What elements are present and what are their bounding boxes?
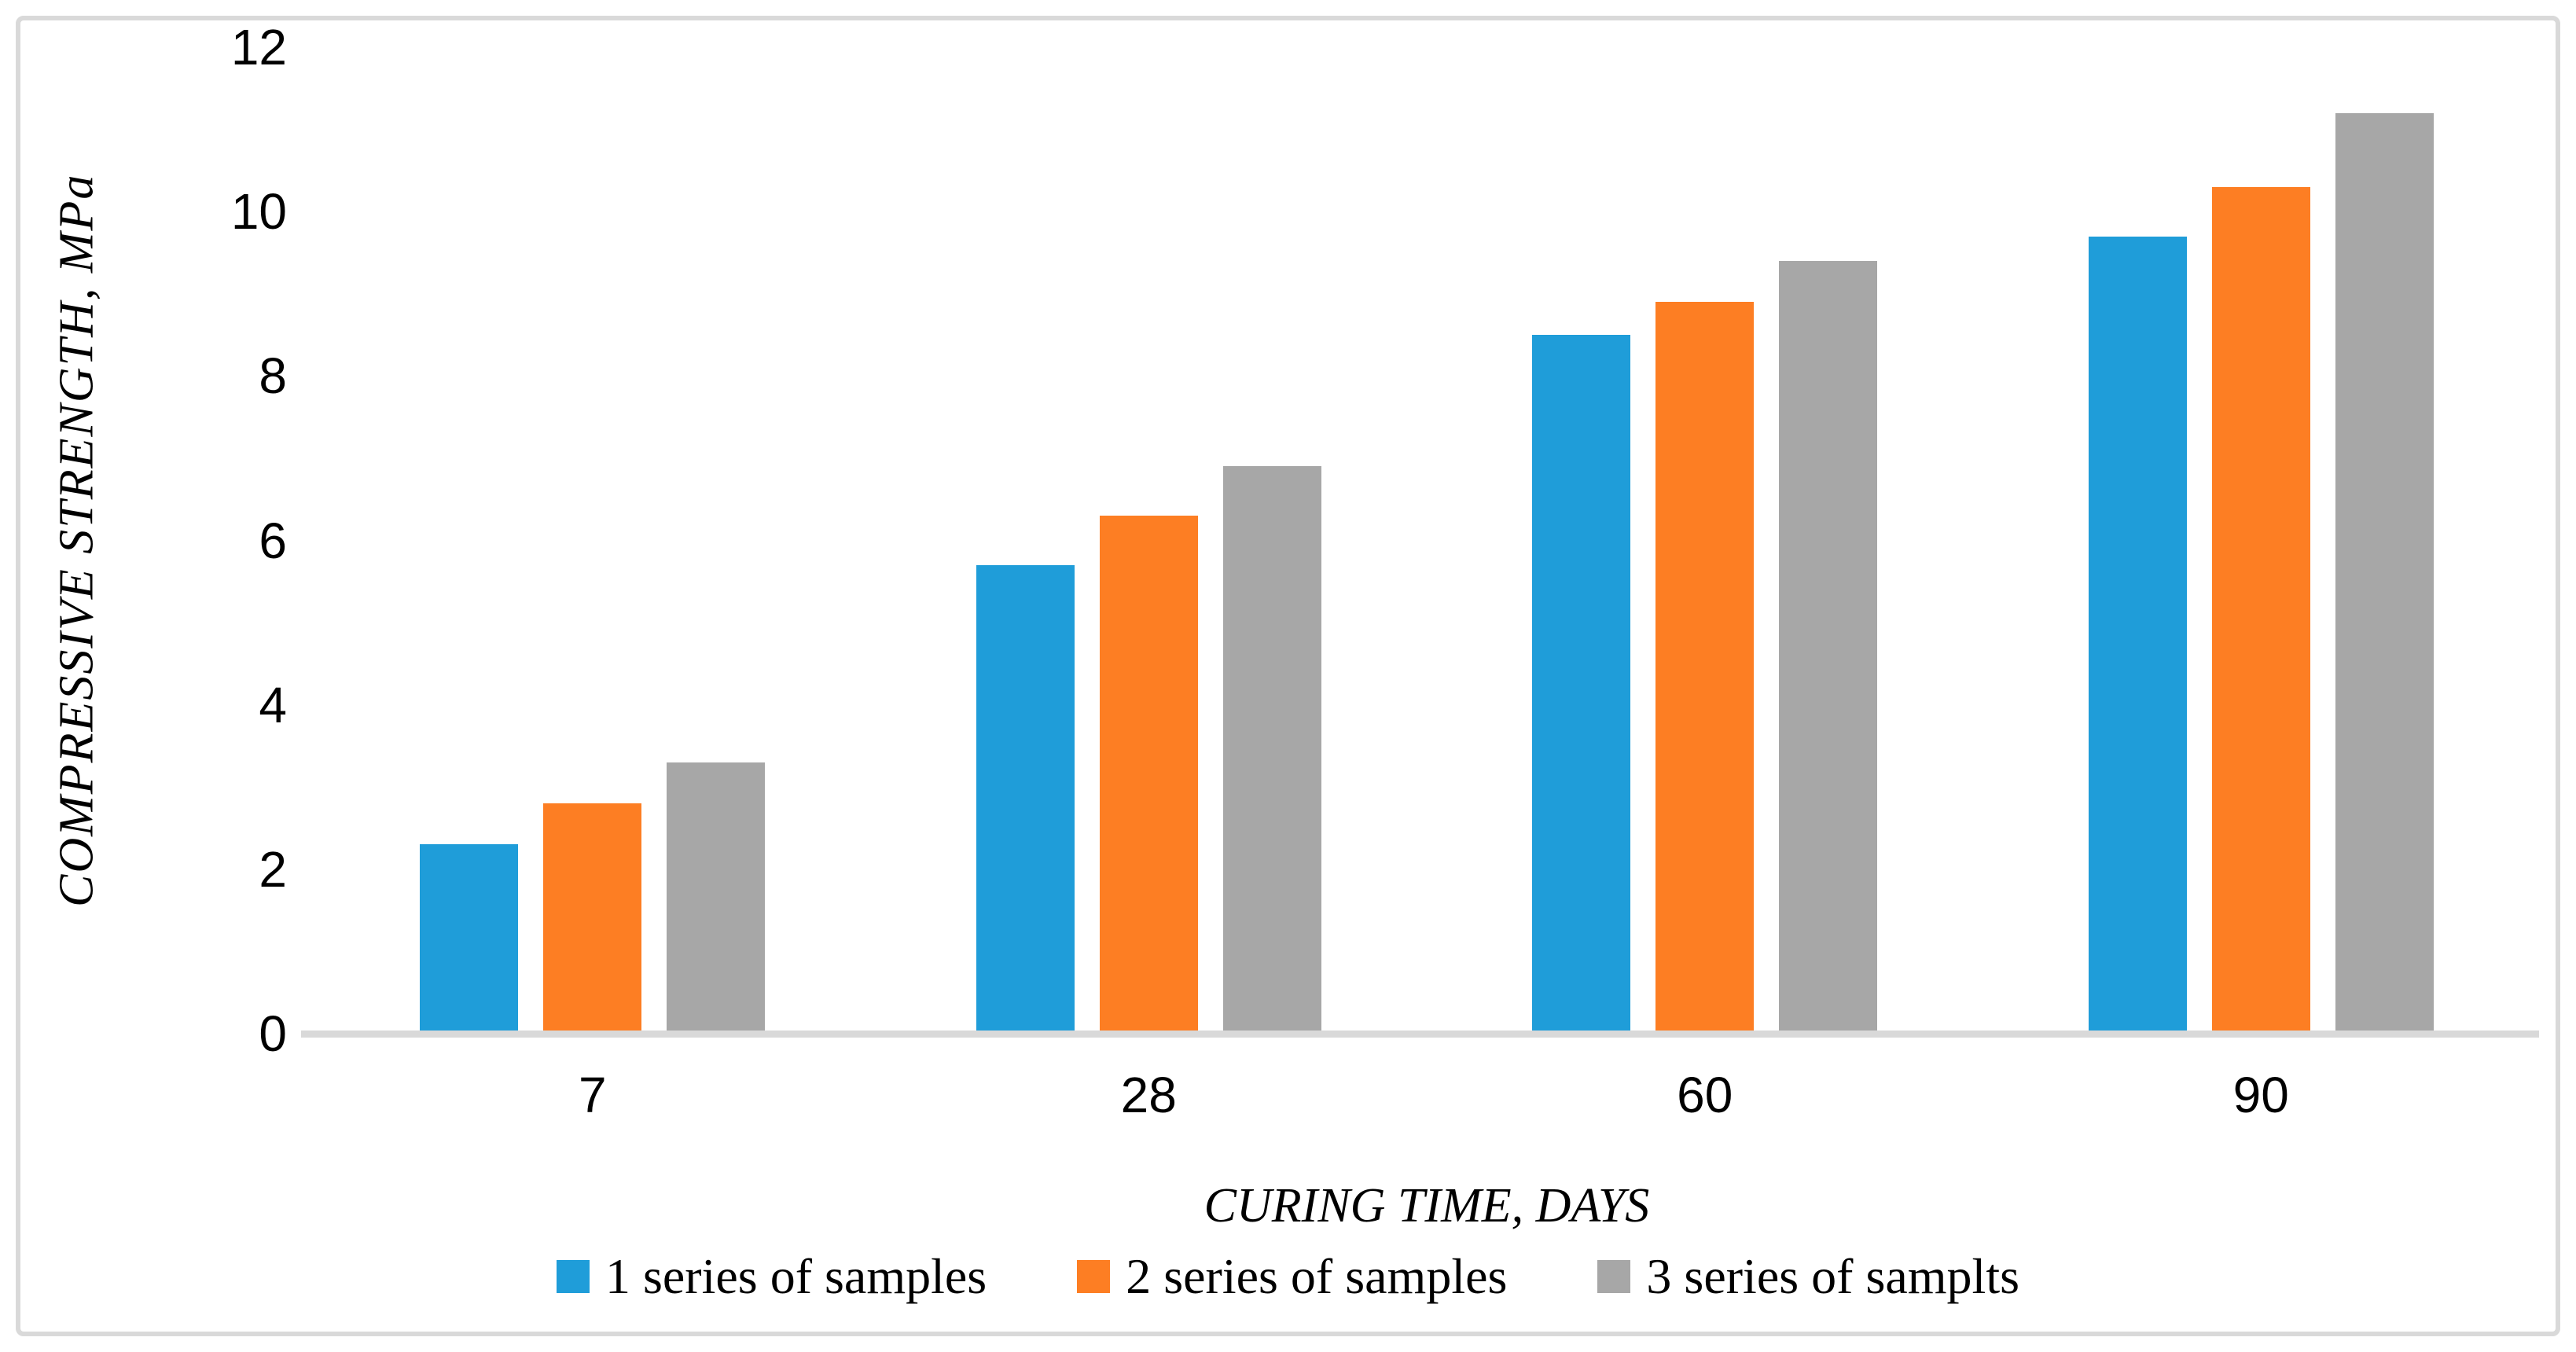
bar: [543, 803, 642, 1034]
x-category-label: 90: [2232, 1067, 2289, 1123]
bar-group-28-days: [871, 47, 1428, 1034]
y-tick-label: 12: [230, 19, 287, 75]
bar: [2088, 236, 2187, 1034]
legend-label: 1 series of samples: [604, 1248, 987, 1304]
x-axis-line: [301, 1031, 2539, 1038]
x-axis-title: CURING TIME, DAYS: [1203, 1179, 1650, 1233]
chart-legend: 1 series of samples 2 series of samples 3 …: [0, 1245, 2576, 1308]
bar: [1532, 335, 1631, 1034]
bar-group-7-days: [314, 47, 871, 1034]
bar: [2211, 186, 2310, 1034]
bar: [1222, 466, 1321, 1034]
legend-swatch-icon: [556, 1260, 590, 1293]
y-axis-title: COMPRESSIVE STRENGTH, MPa: [50, 173, 104, 908]
bar: [2335, 112, 2434, 1034]
y-tick-label: 0: [259, 1005, 287, 1062]
y-tick-label: 8: [259, 347, 287, 405]
bar: [420, 844, 519, 1034]
legend-swatch-icon: [1597, 1260, 1631, 1293]
bar: [976, 564, 1075, 1034]
x-axis-category-labels: 7 28 60 90: [314, 1060, 2539, 1130]
x-category-label: 28: [1120, 1067, 1177, 1123]
bar-group-90-days: [1983, 47, 2540, 1034]
chart-frame: [16, 16, 2560, 1336]
legend-item: 3 series of samplts: [1597, 1245, 2019, 1308]
bar-group-60-days: [1427, 47, 1983, 1034]
legend-item: 1 series of samples: [556, 1245, 987, 1308]
legend-item: 2 series of samples: [1077, 1245, 1507, 1308]
y-tick-label: 10: [230, 183, 287, 241]
y-tick-label: 2: [259, 840, 287, 898]
x-category-label: 60: [1677, 1067, 1733, 1123]
y-tick-label: 4: [259, 676, 287, 733]
plot-area: [314, 47, 2539, 1034]
legend-label: 3 series of samplts: [1646, 1248, 2020, 1304]
y-tick-label: 6: [259, 512, 287, 569]
bar: [667, 762, 766, 1034]
legend-label: 2 series of samples: [1126, 1248, 1508, 1304]
legend-swatch-icon: [1077, 1260, 1111, 1293]
bar: [1099, 516, 1198, 1034]
x-category-label: 7: [578, 1067, 607, 1123]
bar: [1779, 260, 1878, 1034]
bar: [1655, 302, 1755, 1034]
